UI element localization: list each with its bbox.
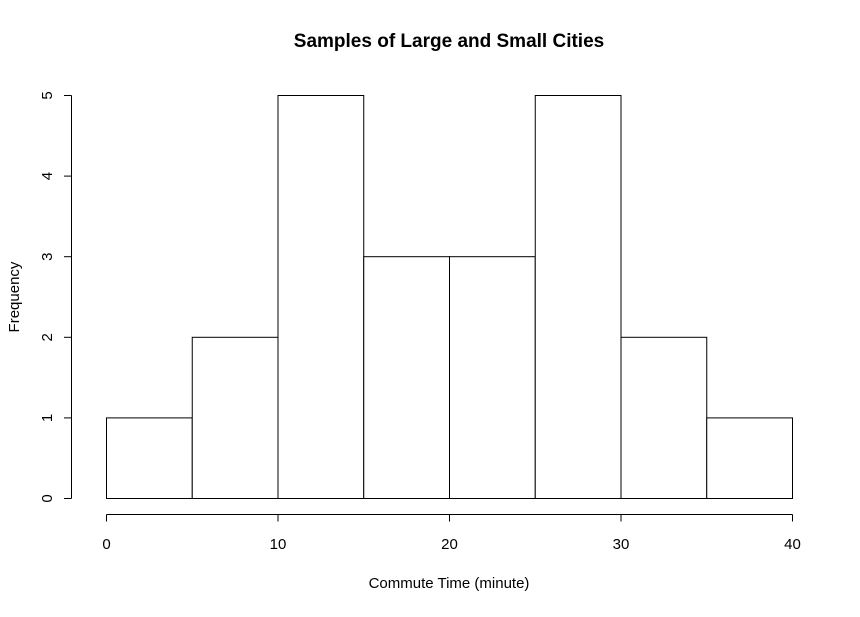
histogram-bar-15-20 [363,256,450,500]
y-tick-label-5: 5 [39,91,56,99]
y-tick-label-3: 3 [39,253,56,261]
y-tick-label-1: 1 [39,414,56,422]
histogram-bar-25-30 [534,95,622,499]
y-axis: 0 1 2 3 4 5 [39,91,72,503]
histogram-bar-10-15 [277,95,365,499]
x-tick-label-0: 0 [102,536,110,553]
y-tick-label-2: 2 [39,333,56,341]
histogram-bar-0-5 [106,417,193,499]
bars-layer [106,95,793,500]
histogram-bar-20-25 [449,256,536,500]
histogram-bar-35-40 [706,417,793,499]
x-tick-label-10: 10 [270,536,287,553]
y-tick-label-4: 4 [39,172,56,180]
y-tick-label-0: 0 [39,494,56,502]
x-tick-label-20: 20 [441,536,458,553]
x-axis-label: Commute Time (minute) [369,575,530,592]
x-axis: 0 10 20 30 40 [102,514,801,553]
y-axis-label: Frequency [6,261,23,332]
x-tick-label-40: 40 [784,536,801,553]
histogram-bar-30-35 [620,336,708,499]
histogram-bar-5-10 [191,336,279,499]
x-tick-label-30: 30 [613,536,630,553]
chart-title: Samples of Large and Small Cities [294,31,604,52]
